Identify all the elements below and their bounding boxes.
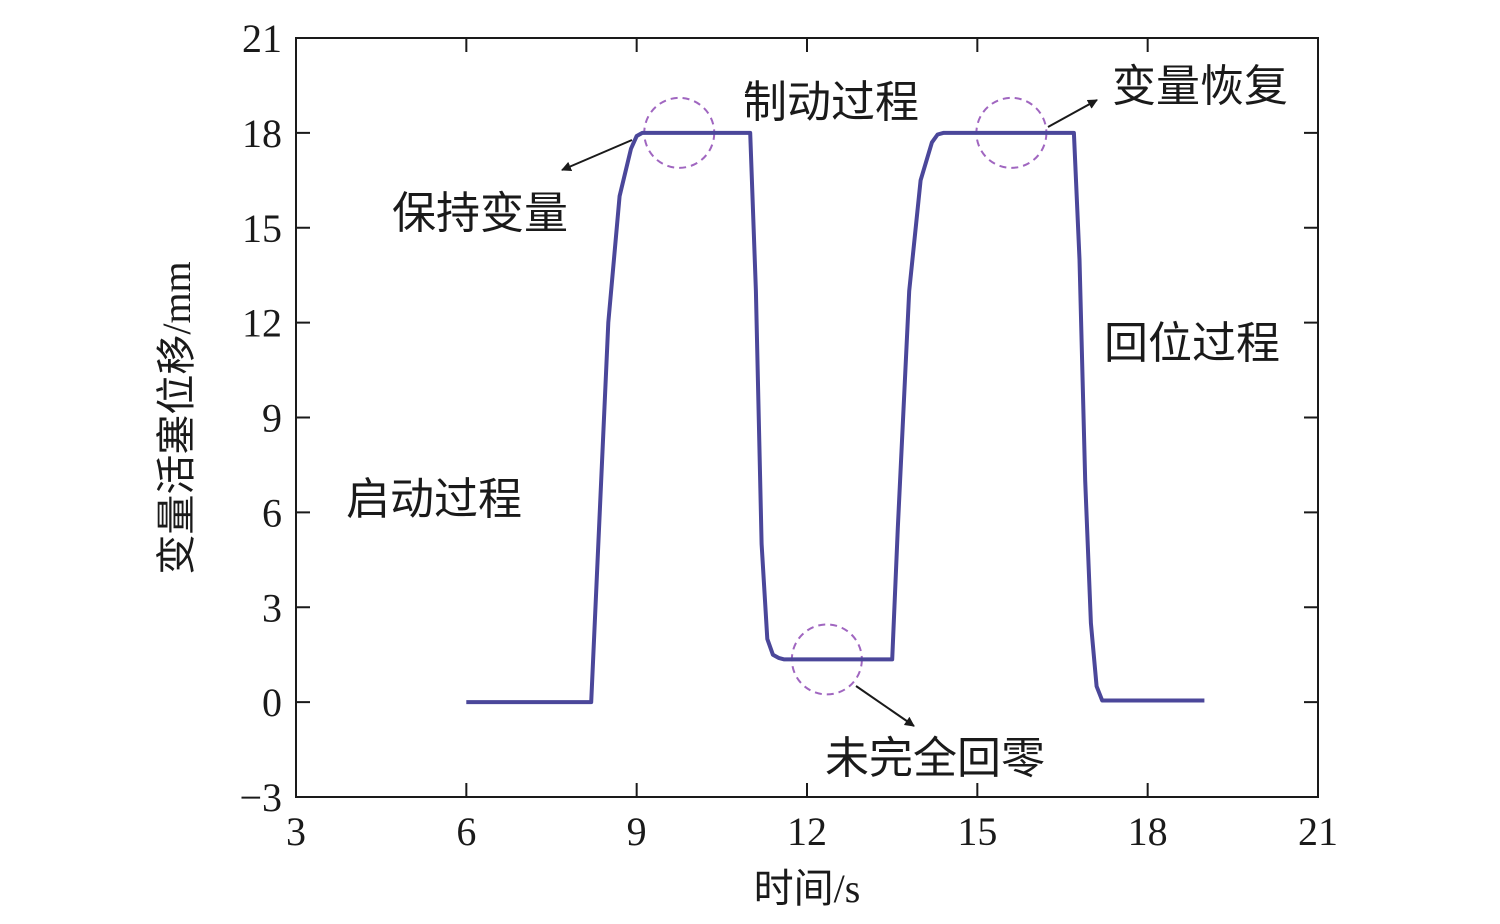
x-tick-label: 18 — [1128, 809, 1168, 854]
annotation-keep-variable: 保持变量 — [392, 189, 568, 238]
arrow-variable-recovery — [1047, 99, 1098, 128]
x-tick-label: 15 — [957, 809, 997, 854]
y-tick-label: 21 — [242, 16, 282, 61]
y-tick-label: 12 — [242, 301, 282, 346]
y-tick-label: 18 — [242, 111, 282, 156]
y-axis-title: 变量活塞位移/mm — [154, 261, 199, 574]
y-tick-label: 6 — [262, 490, 282, 535]
annotation-start-process: 启动过程 — [346, 475, 522, 524]
annotation-braking-process: 制动过程 — [743, 78, 919, 127]
x-tick-label: 21 — [1298, 809, 1338, 854]
x-tick-label: 9 — [627, 809, 647, 854]
y-axis-tick-labels: −3 0 3 6 9 12 15 18 21 — [239, 16, 282, 820]
x-axis-title: 时间/s — [754, 866, 861, 911]
annotation-return-process: 回位过程 — [1104, 319, 1280, 368]
highlight-markers — [643, 96, 1048, 696]
y-tick-label: 3 — [262, 585, 282, 630]
y-tick-label: −3 — [239, 775, 282, 820]
x-axis-tick-labels: 3 6 9 12 15 18 21 — [286, 809, 1338, 854]
data-series — [466, 130, 1205, 705]
plot-frame — [295, 37, 1319, 798]
arrow-not-fully-zero — [855, 685, 915, 727]
x-axis-ticks — [465, 38, 1149, 797]
y-axis-ticks — [296, 131, 1318, 704]
annotation-not-fully-zero: 未完全回零 — [825, 734, 1045, 783]
y-tick-label: 15 — [242, 206, 282, 251]
series-line — [466, 130, 1205, 705]
x-tick-label: 3 — [286, 809, 306, 854]
y-tick-label: 0 — [262, 680, 282, 725]
annotation-variable-recovery: 变量恢复 — [1112, 62, 1288, 111]
x-tick-label: 6 — [456, 809, 476, 854]
x-tick-label: 12 — [787, 809, 827, 854]
arrow-keep-variable — [561, 139, 633, 172]
y-tick-label: 9 — [262, 396, 282, 441]
